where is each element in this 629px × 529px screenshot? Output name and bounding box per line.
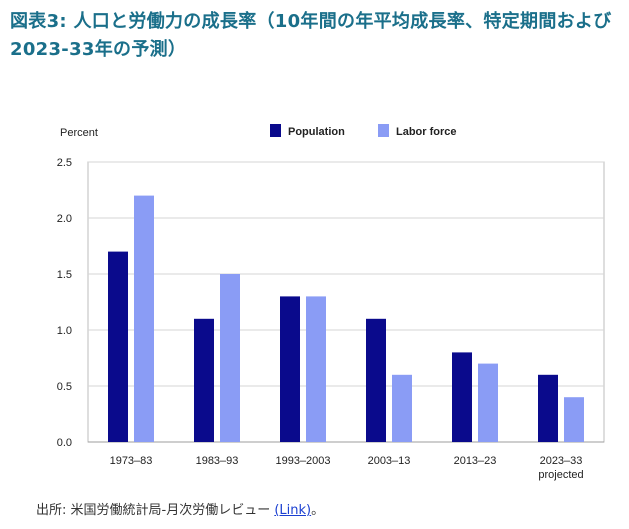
x-tick-label: 1983–93 [196,455,239,467]
y-tick-label: 2.5 [57,157,72,169]
y-axis-label: Percent [60,127,98,139]
x-tick-label: 2013–23 [454,455,497,467]
bar-labor-force [478,363,498,442]
x-tick-label: 1973–83 [110,455,153,467]
legend-label: Labor force [396,126,457,138]
y-tick-label: 1.0 [57,325,72,337]
bar-population [194,318,214,442]
y-tick-label: 2.0 [57,213,72,225]
plot-frame [87,161,605,443]
x-tick-label: 2003–13 [368,455,411,467]
source-note: 出所: 米国労働統計局-月次労働レビュー (Link)。 [36,499,324,518]
legend-swatch-population [270,124,281,137]
bar-population [452,352,472,442]
bar-labor-force [220,274,240,442]
bar-population [366,318,386,442]
bar-chart: Percent 0.0 0.5 1.0 1.5 2.0 2.5 1973–83 1983–93… [57,124,605,481]
bar-labor-force [564,397,584,442]
source-link[interactable]: (Link) [274,503,312,518]
source-suffix: 。 [311,503,325,518]
y-tick-label: 0.5 [57,381,72,393]
source-text: 出所: 米国労働統計局-月次労働レビュー [36,503,275,518]
bar-labor-force [134,195,154,442]
bar-population [538,374,558,442]
figure-title: 図表3: 人口と労働力の成長率（10年間の年平均成長率、特定期間および2023-… [10,11,612,60]
legend-label: Population [288,126,345,138]
y-tick-label: 0.0 [57,437,72,449]
legend-swatch-labor-force [378,124,389,137]
bar-labor-force [392,374,412,442]
chart: Percent 0.0 0.5 1.0 1.5 2.0 2.5 1973–83 1983–93… [0,110,629,490]
bar-labor-force [306,296,326,442]
x-tick-sublabel: projected [538,469,583,481]
bar-population [280,296,300,442]
x-tick-label: 2023–33 [540,455,583,467]
bar-population [108,251,128,442]
x-tick-label: 1993–2003 [275,455,330,467]
y-tick-label: 1.5 [57,269,72,281]
